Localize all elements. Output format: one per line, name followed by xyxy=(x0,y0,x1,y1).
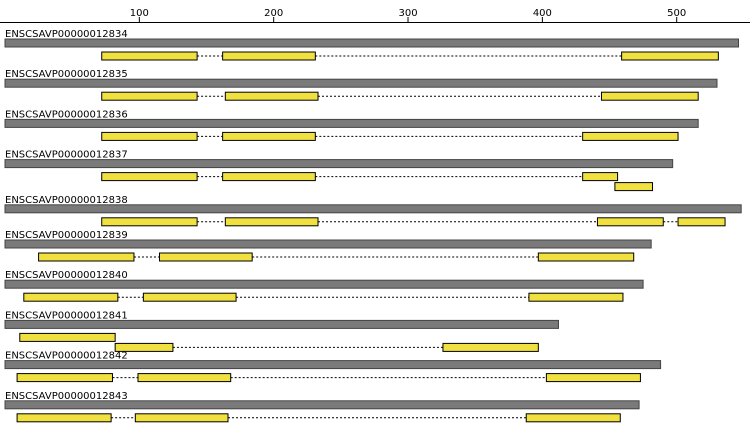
exon-block xyxy=(582,172,619,182)
exon-block xyxy=(101,131,198,141)
transcript-model xyxy=(101,217,726,227)
exon-block xyxy=(442,342,539,352)
exon-block xyxy=(16,373,113,383)
protein-length-bar xyxy=(4,360,662,370)
exon-block xyxy=(222,51,316,61)
transcript-model xyxy=(19,332,116,342)
exon-block xyxy=(101,172,198,182)
transcript-model xyxy=(101,172,619,182)
protein-row: ENSCSAVP00000012835 xyxy=(4,69,718,101)
protein-id-label: ENSCSAVP00000012840 xyxy=(5,270,128,281)
protein-tracks: ENSCSAVP00000012834 ENSCSAVP00000012835 EN… xyxy=(4,29,742,423)
protein-id-label: ENSCSAVP00000012835 xyxy=(5,69,128,80)
exon-block xyxy=(19,332,116,342)
exon-block xyxy=(677,217,726,227)
protein-row: ENSCSAVP00000012842 xyxy=(4,351,662,383)
protein-row: ENSCSAVP00000012841 xyxy=(4,310,559,352)
exon-block xyxy=(38,252,135,262)
exon-block xyxy=(137,373,232,383)
protein-id-label: ENSCSAVP00000012843 xyxy=(5,391,128,402)
protein-length-bar xyxy=(4,400,640,410)
exon-block xyxy=(596,217,664,227)
transcript-model xyxy=(23,292,624,302)
transcript-model xyxy=(101,91,699,101)
protein-length-bar xyxy=(4,78,718,88)
protein-id-label: ENSCSAVP00000012834 xyxy=(5,29,128,40)
axis-tick-label: 300 xyxy=(398,8,417,19)
exon-block xyxy=(528,292,624,302)
exon-block xyxy=(545,373,641,383)
exon-block xyxy=(101,91,198,101)
exon-block xyxy=(222,131,316,141)
protein-length-bar xyxy=(4,204,742,214)
axis-tick-label: 400 xyxy=(533,8,552,19)
transcript-model xyxy=(38,252,635,262)
protein-id-label: ENSCSAVP00000012838 xyxy=(5,195,128,206)
protein-length-bar xyxy=(4,279,644,289)
protein-length-bar xyxy=(4,239,652,249)
transcript-model xyxy=(101,51,719,61)
exon-block xyxy=(101,51,198,61)
protein-id-label: ENSCSAVP00000012837 xyxy=(5,150,128,161)
exon-block xyxy=(114,342,174,352)
protein-length-bar xyxy=(4,319,559,329)
axis-tick-label: 500 xyxy=(667,8,686,19)
exon-block xyxy=(537,252,635,262)
exon-block xyxy=(23,292,119,302)
protein-id-label: ENSCSAVP00000012836 xyxy=(5,109,128,120)
exon-block xyxy=(600,91,699,101)
exon-block xyxy=(134,413,229,423)
exon-block xyxy=(16,413,112,423)
exon-block xyxy=(158,252,253,262)
axis-tick-label: 200 xyxy=(264,8,283,19)
protein-id-label: ENSCSAVP00000012842 xyxy=(5,351,128,362)
protein-row: ENSCSAVP00000012834 xyxy=(4,29,739,61)
protein-row: ENSCSAVP00000012838 xyxy=(4,195,742,227)
protein-length-bar xyxy=(4,159,674,169)
protein-length-bar xyxy=(4,118,699,128)
exon-block xyxy=(142,292,237,302)
protein-row: ENSCSAVP00000012843 xyxy=(4,391,640,423)
transcript-model xyxy=(101,131,679,141)
exon-block xyxy=(101,217,198,227)
protein-row: ENSCSAVP00000012837 xyxy=(4,150,674,192)
exon-block xyxy=(621,51,719,61)
protein-id-label: ENSCSAVP00000012839 xyxy=(5,230,128,241)
exon-block xyxy=(224,91,319,101)
transcript-model xyxy=(16,373,641,383)
exon-block xyxy=(222,172,316,182)
protein-id-label: ENSCSAVP00000012841 xyxy=(5,310,128,321)
exon-block xyxy=(525,413,621,423)
protein-length-bar xyxy=(4,38,739,48)
position-axis: 100 200 300 400 500 xyxy=(0,8,750,23)
transcript-model xyxy=(114,342,539,352)
transcript-model xyxy=(16,413,621,423)
protein-row: ENSCSAVP00000012840 xyxy=(4,270,644,302)
exon-block xyxy=(224,217,319,227)
axis-tick-label: 100 xyxy=(130,8,149,19)
transcript-model xyxy=(614,182,654,192)
exon-block xyxy=(582,131,679,141)
protein-row: ENSCSAVP00000012836 xyxy=(4,109,699,141)
protein-row: ENSCSAVP00000012839 xyxy=(4,230,652,262)
exon-block xyxy=(614,182,654,192)
